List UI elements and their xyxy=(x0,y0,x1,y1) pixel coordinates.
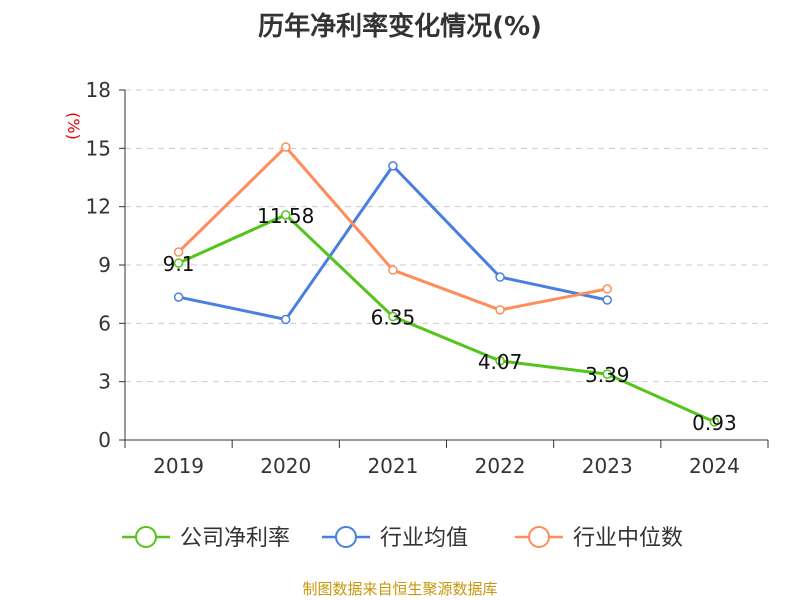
data-point xyxy=(173,292,184,302)
y-tick-label: 18 xyxy=(86,78,111,102)
y-tick-label: 12 xyxy=(86,195,111,219)
data-point xyxy=(602,284,612,294)
data-point xyxy=(495,356,505,366)
data-point xyxy=(388,161,398,171)
data-label: 0.93 xyxy=(692,411,737,435)
y-tick-label: 9 xyxy=(98,253,111,277)
data-point xyxy=(281,314,291,325)
data-point xyxy=(281,210,291,220)
series-line xyxy=(177,213,716,424)
y-tick-label: 3 xyxy=(98,370,111,394)
data-point xyxy=(173,247,184,257)
data-point xyxy=(602,295,612,305)
y-tick-label: 0 xyxy=(98,428,111,452)
x-tick-label: 2023 xyxy=(582,454,633,478)
data-label: 4.07 xyxy=(478,350,523,374)
data-label: 11.58 xyxy=(257,204,314,228)
data-point xyxy=(495,272,505,282)
data-label: 9.1 xyxy=(163,252,195,276)
data-point xyxy=(281,142,291,152)
x-tick-label: 2022 xyxy=(475,454,526,478)
y-tick-label: 6 xyxy=(98,311,111,335)
legend-label: 公司净利率 xyxy=(180,526,290,551)
chart-title: 历年净利率变化情况(%) xyxy=(258,12,542,42)
data-point xyxy=(173,258,184,268)
data-point xyxy=(602,369,612,379)
x-tick-label: 2019 xyxy=(153,454,204,478)
x-tick-label: 2020 xyxy=(260,454,311,478)
y-axis-label: (%) xyxy=(64,112,83,140)
data-point xyxy=(388,311,398,322)
legend-label: 行业均值 xyxy=(380,526,468,551)
data-label: 3.39 xyxy=(585,363,630,387)
legend-label: 行业中位数 xyxy=(573,526,683,551)
x-tick-label: 2024 xyxy=(689,454,740,478)
x-tick-label: 2021 xyxy=(367,454,418,478)
legend-marker xyxy=(335,526,357,548)
data-point xyxy=(388,265,398,275)
data-point xyxy=(709,417,720,427)
legend-marker xyxy=(528,526,550,548)
y-tick-label: 15 xyxy=(86,136,111,160)
data-label: 6.35 xyxy=(371,306,416,330)
legend-marker xyxy=(135,526,157,548)
source-note: 制图数据来自恒生聚源数据库 xyxy=(302,580,498,598)
data-point xyxy=(495,305,505,315)
